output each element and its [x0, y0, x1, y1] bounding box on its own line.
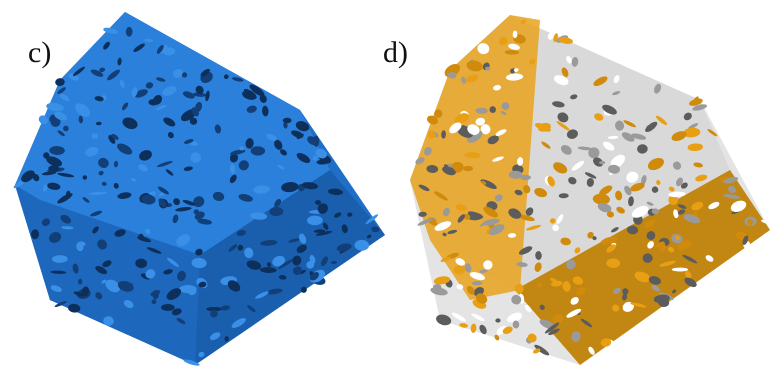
- panel-label: d): [383, 36, 408, 69]
- panel-label: c): [28, 36, 51, 69]
- cube-d: [410, 15, 770, 365]
- cube-c: [13, 12, 385, 367]
- pore: [251, 146, 266, 155]
- pore: [495, 318, 500, 322]
- figure: c) d): [0, 0, 777, 375]
